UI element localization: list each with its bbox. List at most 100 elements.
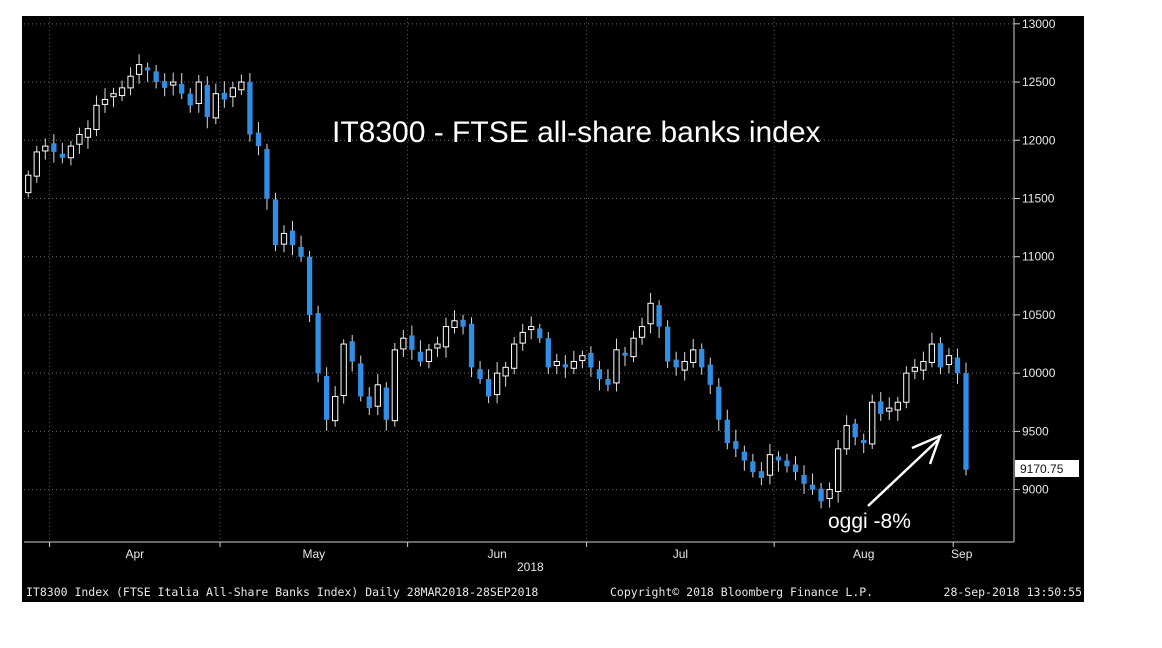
candle (442, 317, 450, 358)
candle-body (809, 484, 816, 490)
candle-body (468, 323, 475, 368)
candle (272, 192, 279, 252)
y-tick-label: 10500 (1022, 308, 1056, 322)
candle-body (127, 75, 134, 89)
candle-body (144, 67, 151, 71)
candle-body (442, 326, 450, 348)
candle-body (153, 71, 159, 83)
y-tick-label: 11500 (1022, 191, 1055, 205)
candle-body (792, 464, 799, 473)
footer-security-info: IT8300 Index (FTSE Italia All-Share Bank… (26, 585, 539, 599)
candle (750, 453, 756, 478)
candle-body (570, 361, 577, 369)
candle-body (638, 326, 646, 338)
candle (179, 72, 185, 100)
candle-body (195, 81, 202, 104)
candle (409, 325, 415, 360)
candle-body (843, 425, 850, 450)
candle-body (59, 153, 66, 158)
candle-body (366, 396, 372, 409)
candle (622, 346, 628, 367)
candle-body (255, 132, 262, 147)
candle (118, 80, 126, 102)
candle-body (707, 364, 713, 385)
candle (792, 456, 799, 481)
candle (289, 220, 296, 256)
candle (519, 323, 526, 351)
candle-body (42, 145, 49, 152)
candle (724, 409, 730, 450)
candle-body (801, 474, 807, 484)
candle-body (229, 87, 237, 98)
candle-body (110, 93, 117, 98)
candle (733, 429, 739, 458)
candle (553, 353, 560, 375)
candle-body (349, 341, 355, 362)
candle-body (485, 378, 492, 397)
candle-body (451, 320, 458, 329)
candle (221, 81, 227, 108)
candle (894, 396, 901, 421)
candle (613, 338, 620, 392)
candle (920, 351, 927, 381)
candle (954, 348, 961, 384)
candle-body (93, 104, 100, 131)
candle-body (699, 348, 705, 368)
candle (928, 332, 936, 368)
y-tick-label: 12000 (1022, 133, 1056, 147)
x-tick-label: Aug (853, 547, 874, 561)
candle-body (894, 401, 901, 411)
candle-body (76, 133, 83, 145)
candle-body (409, 335, 415, 350)
candle-body (647, 302, 654, 325)
candle-body (84, 128, 92, 138)
candle-body (135, 64, 143, 75)
chart-title: IT8300 - FTSE all-share banks index (332, 116, 821, 149)
candle-body (784, 460, 790, 467)
candle (758, 462, 765, 486)
candle (306, 251, 313, 323)
candle (340, 339, 347, 404)
candle-body (238, 81, 245, 91)
candle (741, 445, 747, 471)
candle (127, 67, 134, 96)
candle-body (928, 343, 936, 363)
candle-body (613, 349, 620, 384)
candle-body (818, 488, 824, 502)
candle (332, 386, 339, 427)
candle-body (605, 378, 611, 385)
candle-body (656, 305, 662, 327)
candle-body (861, 439, 867, 444)
annotation-text: oggi -8% (828, 510, 911, 533)
candle-body (51, 143, 57, 152)
candle-body (417, 351, 424, 362)
candle (545, 332, 551, 374)
candle-body (280, 232, 288, 245)
candle-body (493, 372, 501, 396)
candle (67, 140, 75, 166)
candle (903, 366, 910, 409)
candle-body (306, 256, 313, 315)
candle (562, 355, 568, 378)
candle (187, 88, 193, 113)
candle-body (954, 357, 961, 374)
candle-body (391, 349, 398, 422)
candle (886, 397, 893, 421)
candle-body (118, 87, 126, 97)
candle (690, 338, 697, 368)
candle-body (937, 343, 944, 368)
candle-body (298, 246, 304, 257)
candle (101, 88, 109, 113)
candle (204, 76, 210, 129)
candle (264, 143, 270, 210)
candle (775, 451, 782, 472)
candle-body (826, 489, 833, 499)
candle-body (545, 338, 551, 368)
candle (570, 350, 577, 374)
candle-body (460, 319, 466, 327)
candle (451, 310, 458, 334)
x-tick-label: Jul (673, 547, 688, 561)
annotation: oggi -8% (828, 433, 943, 533)
candle (323, 367, 330, 431)
candle-body (25, 174, 32, 194)
